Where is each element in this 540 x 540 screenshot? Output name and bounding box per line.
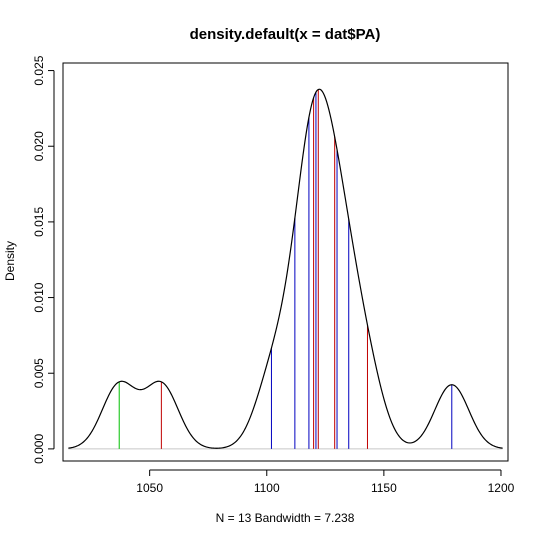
- chart-title: density.default(x = dat$PA): [190, 26, 381, 43]
- density-curve: [68, 88, 503, 449]
- y-tick-label: 0.015: [32, 207, 46, 237]
- y-tick-label: 0.000: [32, 434, 46, 464]
- y-tick-label: 0.025: [32, 55, 46, 85]
- x-tick-label: 1100: [254, 481, 280, 495]
- x-tick-label: 1150: [371, 481, 397, 495]
- x-axis: 1050 1100 1150 1200: [136, 469, 515, 495]
- x-axis-label: N = 13 Bandwidth = 7.238: [216, 511, 355, 525]
- y-tick-label: 0.020: [32, 131, 46, 161]
- plot-area: [62, 62, 509, 462]
- x-tick-label: 1200: [488, 481, 515, 495]
- plot-frame: [62, 62, 509, 462]
- y-tick-label: 0.010: [32, 282, 46, 312]
- y-axis-label: Density: [3, 241, 17, 281]
- x-tick-label: 1050: [136, 481, 163, 495]
- y-axis: 0.000 0.005 0.010 0.015 0.020 0.025: [32, 55, 55, 464]
- y-tick-label: 0.005: [32, 358, 46, 388]
